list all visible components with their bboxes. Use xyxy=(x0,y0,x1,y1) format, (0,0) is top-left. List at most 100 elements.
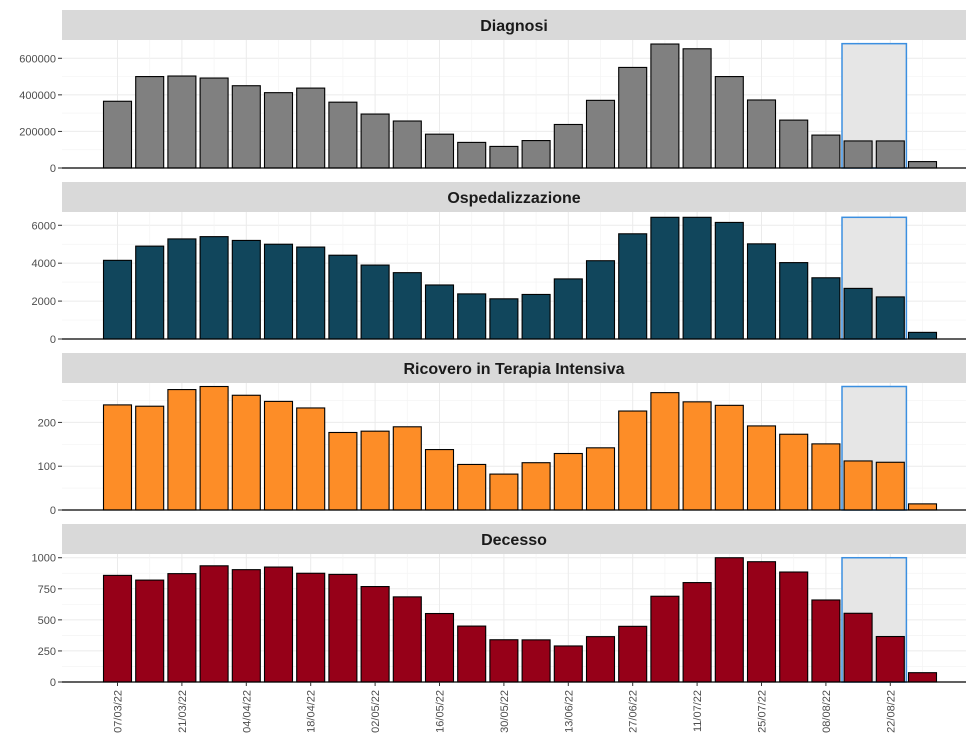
bar xyxy=(392,426,422,511)
panel-2: Ricovero in Terapia Intensiva 0 100 200 xyxy=(38,353,966,517)
y-tick-label: 1000 xyxy=(32,553,56,565)
bar xyxy=(779,571,809,683)
bar xyxy=(843,287,873,340)
y-tick-label: 2000 xyxy=(32,296,56,308)
bar xyxy=(296,246,326,340)
bar xyxy=(714,221,744,340)
y-tick-label: 0 xyxy=(50,677,56,689)
bar xyxy=(650,216,680,340)
bar xyxy=(263,92,294,169)
panel-strip xyxy=(62,353,966,383)
bar xyxy=(843,460,873,511)
bar xyxy=(746,561,777,683)
x-tick-label: 22/08/22 xyxy=(885,690,897,733)
bar xyxy=(392,120,422,169)
bar xyxy=(360,113,390,169)
bar xyxy=(296,407,326,511)
bar xyxy=(907,331,938,340)
bar xyxy=(489,298,519,340)
y-tick-label: 500 xyxy=(38,615,56,627)
x-tick-label: 27/06/22 xyxy=(628,690,640,733)
bar xyxy=(650,595,680,683)
panel-0: Diagnosi 0 200000 400000 600000 xyxy=(19,10,966,175)
bar xyxy=(682,582,712,683)
panel-title: Decesso xyxy=(481,532,547,549)
x-tick-label: 04/04/22 xyxy=(241,690,253,733)
y-tick-label: 200 xyxy=(38,417,56,429)
bar xyxy=(263,566,294,683)
bar xyxy=(263,243,294,340)
bar xyxy=(714,76,744,169)
panel-title: Diagnosi xyxy=(480,18,548,35)
bar xyxy=(618,233,648,340)
bar xyxy=(521,140,551,169)
y-tick-label: 750 xyxy=(38,584,56,596)
bar xyxy=(424,449,455,511)
bar xyxy=(328,573,358,683)
bar xyxy=(811,599,841,683)
y-tick-label: 4000 xyxy=(32,258,56,270)
bar xyxy=(521,293,551,340)
bar xyxy=(553,123,583,169)
y-tick-label: 0 xyxy=(50,334,56,346)
x-tick-label: 02/05/22 xyxy=(370,690,382,733)
bar xyxy=(650,392,680,511)
y-tick-label: 600000 xyxy=(19,53,56,65)
y-tick-label: 6000 xyxy=(32,220,56,232)
bar xyxy=(167,573,197,683)
bar xyxy=(875,296,905,340)
x-tick-label: 07/03/22 xyxy=(113,690,125,733)
bar xyxy=(875,140,905,169)
bar xyxy=(328,101,358,169)
bar xyxy=(199,77,229,169)
x-tick-label: 16/05/22 xyxy=(435,690,447,733)
bar xyxy=(457,625,487,683)
bar xyxy=(328,254,358,340)
bar xyxy=(714,557,744,683)
x-tick-label: 21/03/22 xyxy=(177,690,189,733)
bar xyxy=(811,443,841,511)
bar xyxy=(231,569,261,683)
bar xyxy=(521,462,551,511)
x-tick-label: 13/06/22 xyxy=(563,690,575,733)
bar xyxy=(231,239,261,340)
bar xyxy=(135,579,165,683)
bar xyxy=(135,405,165,511)
bar xyxy=(779,119,809,169)
bar xyxy=(618,410,648,511)
bar xyxy=(199,385,229,511)
bar xyxy=(907,161,938,169)
bar xyxy=(553,452,583,511)
bar xyxy=(135,76,165,169)
bar xyxy=(424,133,455,169)
bar xyxy=(650,43,680,169)
bar xyxy=(585,447,616,511)
bar xyxy=(392,272,422,340)
bar xyxy=(457,463,487,511)
bar xyxy=(424,284,455,340)
x-tick-label: 08/08/22 xyxy=(821,690,833,733)
bar xyxy=(746,425,777,511)
x-tick-label: 18/04/22 xyxy=(306,690,318,733)
bar xyxy=(779,262,809,340)
bar xyxy=(424,612,455,683)
bar xyxy=(682,216,712,340)
bar xyxy=(263,400,294,511)
bar xyxy=(875,635,905,683)
bar xyxy=(618,625,648,683)
bar xyxy=(489,145,519,169)
bar xyxy=(907,672,938,683)
bar xyxy=(102,100,133,169)
bar xyxy=(102,574,133,683)
bar xyxy=(843,612,873,683)
x-tick-label: 25/07/22 xyxy=(757,690,769,733)
bar xyxy=(811,277,841,340)
bar xyxy=(231,85,261,169)
x-tick-label: 30/05/22 xyxy=(499,690,511,733)
y-tick-label: 0 xyxy=(50,505,56,517)
bar xyxy=(167,389,197,511)
x-axis: 07/03/22 21/03/22 04/04/22 18/04/22 02/05/22… xyxy=(113,682,897,733)
bar xyxy=(360,586,390,683)
bar xyxy=(457,293,487,340)
panel-strip xyxy=(62,182,966,212)
